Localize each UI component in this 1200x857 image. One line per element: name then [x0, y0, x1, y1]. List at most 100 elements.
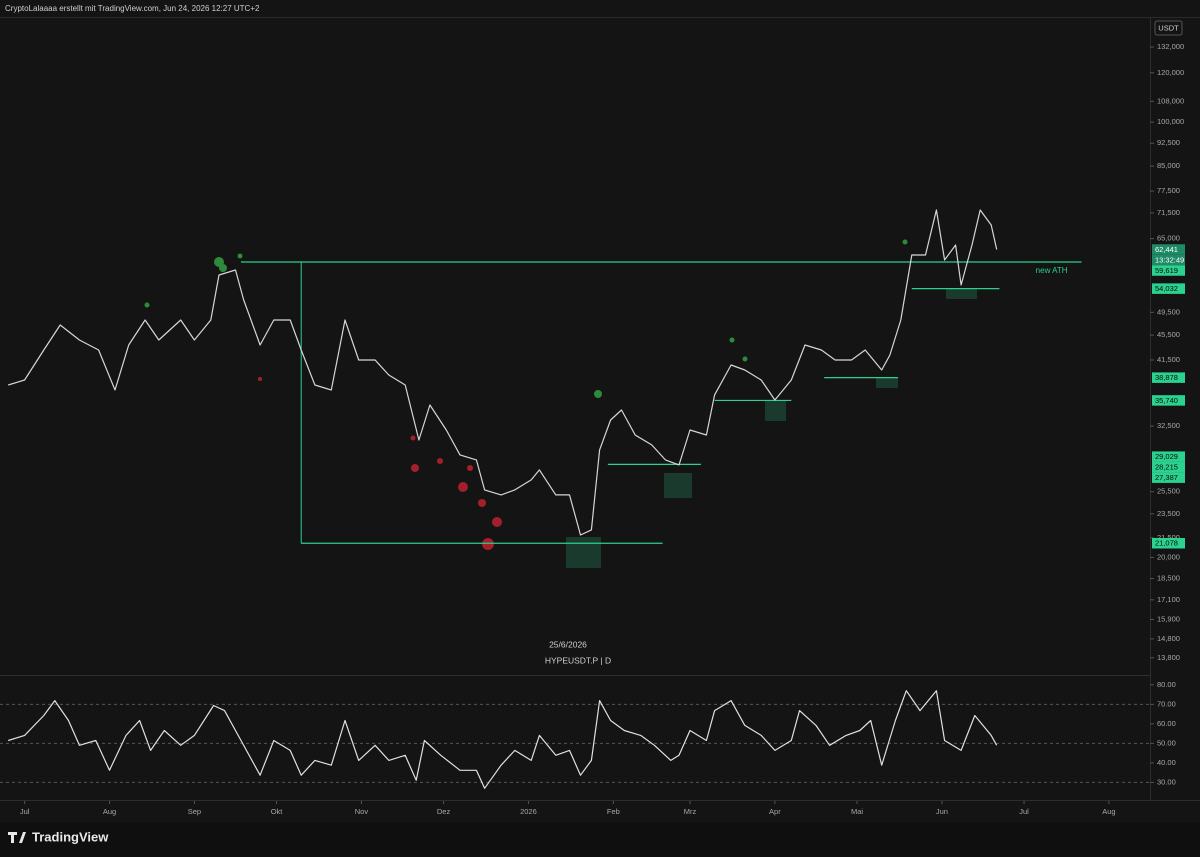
- y-tick-label: 41,500: [1157, 355, 1180, 364]
- y-tick-label: 108,000: [1157, 96, 1184, 105]
- y-tick-label: 49,500: [1157, 307, 1180, 316]
- rsi-tick-label: 50.00: [1157, 738, 1176, 747]
- y-tick-label: 32,500: [1157, 421, 1180, 430]
- zone: [946, 288, 977, 299]
- countdown-box: [1152, 254, 1185, 266]
- price-label-box: [1152, 372, 1185, 383]
- zone: [566, 537, 601, 568]
- y-tick-label: 23,500: [1157, 509, 1180, 518]
- currency-badge[interactable]: [1154, 20, 1183, 36]
- countdown: 13:32:49: [1155, 255, 1184, 264]
- series-line: [8, 209, 998, 536]
- x-tick-label: Aug: [1102, 807, 1115, 816]
- rsi-tick-label: 70.00: [1157, 699, 1176, 708]
- signal-dots: [144, 239, 908, 550]
- y-tick-label: 120,000: [1157, 68, 1184, 77]
- x-tick-label: Mrz: [684, 807, 697, 816]
- zone: [765, 400, 786, 421]
- rsi-tick-label: 60.00: [1157, 719, 1176, 728]
- price-label-box: [1152, 283, 1185, 294]
- footer: [0, 822, 1200, 857]
- y-tick-label: 100,000: [1157, 117, 1184, 126]
- x-tick-label: Nov: [355, 807, 369, 816]
- buy-dot: [729, 337, 735, 343]
- y-tick-label: 15,900: [1157, 614, 1180, 623]
- price-label: 62,441: [1155, 245, 1178, 254]
- y-tick-label: 18,500: [1157, 574, 1180, 583]
- buy-dot: [219, 264, 227, 272]
- logo-icon: [8, 832, 26, 843]
- y-tick-label: 13,800: [1157, 653, 1180, 662]
- sell-dot: [411, 464, 419, 472]
- y-tick-label: 14,800: [1157, 634, 1180, 643]
- sell-dot: [467, 465, 473, 471]
- zone: [876, 377, 898, 388]
- y-tick-label: 71,500: [1157, 208, 1180, 217]
- x-tick-label: Jul: [20, 807, 30, 816]
- price-label-box: [1152, 265, 1185, 276]
- rsi-tick-label: 40.00: [1157, 758, 1176, 767]
- y-tick-label: 85,000: [1157, 161, 1180, 170]
- price-label: 21,078: [1155, 539, 1178, 548]
- sell-dot: [482, 538, 494, 550]
- sell-dot: [410, 435, 416, 441]
- price-label: 29,029: [1155, 452, 1178, 461]
- x-tick-label: Jun: [936, 807, 948, 816]
- x-tick-label: Mai: [851, 807, 863, 816]
- buy-dot: [902, 239, 908, 245]
- price-label: 54,032: [1155, 284, 1178, 293]
- logo[interactable]: TradingView: [8, 829, 109, 844]
- x-tick-label: Apr: [769, 807, 781, 816]
- price-axis-bg: [1151, 40, 1200, 800]
- price-label-box: [1152, 244, 1185, 255]
- price-label: 35,740: [1155, 396, 1178, 405]
- series-line: [8, 690, 998, 789]
- price-label: 38,878: [1155, 373, 1178, 382]
- zone: [664, 473, 692, 498]
- y-tick-label: 92,500: [1157, 138, 1180, 147]
- sell-dot: [258, 377, 262, 381]
- buy-dot: [144, 302, 150, 308]
- logo-text: TradingView: [32, 829, 109, 844]
- price-label-box: [1152, 461, 1185, 473]
- price-label: 28,215: [1155, 463, 1178, 472]
- y-tick-label: 77,500: [1157, 186, 1180, 195]
- buy-dot: [237, 253, 243, 259]
- x-tick-label: Okt: [271, 807, 284, 816]
- price-label-box: [1152, 451, 1185, 462]
- price-label: 59,619: [1155, 266, 1178, 275]
- symbol: HYPEUSDT.P | D: [545, 655, 611, 665]
- price-label-box: [1152, 395, 1185, 406]
- x-tick-label: Dez: [437, 807, 451, 816]
- x-tick-label: 2026: [520, 807, 537, 816]
- sell-dot: [458, 482, 468, 492]
- y-tick-label: 17,100: [1157, 595, 1180, 604]
- buy-dot: [594, 390, 602, 398]
- currency: USDT: [1158, 23, 1179, 32]
- sell-dot: [478, 499, 486, 507]
- header-text: CryptoLalaaaa erstellt mit TradingView.c…: [5, 4, 260, 13]
- x-tick-label: Feb: [607, 807, 620, 816]
- time-axis-bg: [0, 801, 1200, 822]
- x-tick-label: Aug: [103, 807, 116, 816]
- date-label: 25/6/2026: [549, 639, 587, 649]
- sell-dot: [437, 458, 443, 464]
- buy-dot: [742, 356, 748, 362]
- rsi-tick-label: 30.00: [1157, 777, 1176, 786]
- y-tick-label: 21,500: [1157, 533, 1180, 542]
- y-tick-label: 65,000: [1157, 234, 1180, 243]
- x-tick-label: Jul: [1019, 807, 1029, 816]
- x-tick-label: Sep: [188, 807, 201, 816]
- price-label-box: [1152, 537, 1185, 549]
- y-tick-label: 132,000: [1157, 42, 1184, 51]
- sell-dot: [492, 517, 502, 527]
- zones: [566, 288, 977, 568]
- price-label: 27,387: [1155, 473, 1178, 482]
- y-tick-label: 45,500: [1157, 330, 1180, 339]
- price-label-box: [1152, 472, 1185, 483]
- y-tick-label: 25,500: [1157, 487, 1180, 496]
- y-tick-label: 20,000: [1157, 552, 1180, 561]
